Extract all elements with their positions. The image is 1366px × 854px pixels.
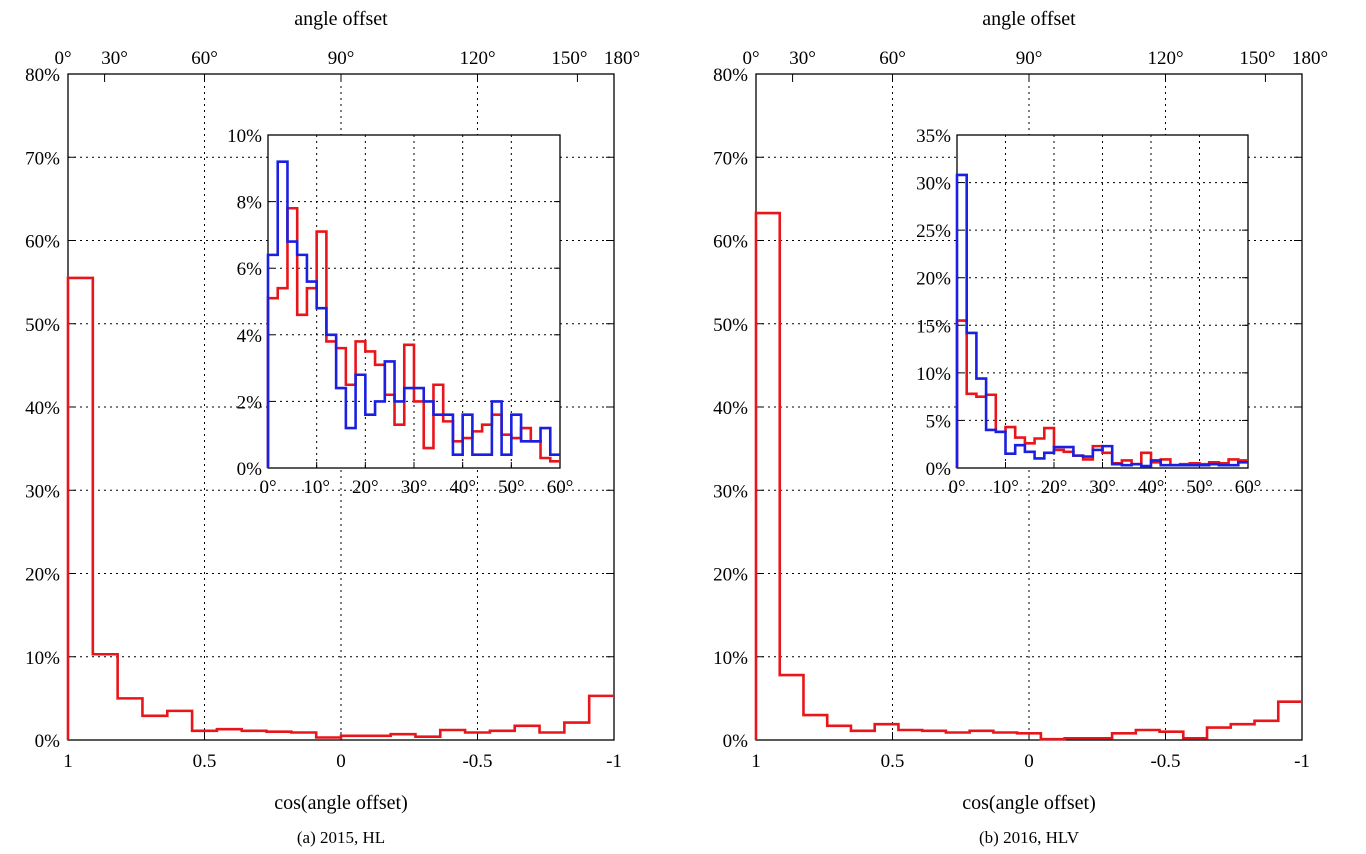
y-tick-label: 70% [25, 148, 60, 169]
y-tick-label: 70% [713, 148, 748, 169]
x-tick-label: -1 [1294, 751, 1310, 772]
inset-chart: 0% 5% 10% 15% 20% 25% 30% 35% 0° 10° 20° 30° 40° 50° 6… [916, 126, 1261, 498]
top-tick-label: 60° [879, 48, 906, 69]
top-tick-label: 120° [459, 48, 495, 69]
y-tick-label: 0% [723, 731, 749, 752]
inset-x-tick-label: 60° [1235, 477, 1262, 498]
top-tick-label: 150° [1239, 48, 1275, 69]
inset-y-tick-label: 30% [916, 174, 951, 195]
y-tick-label: 60% [25, 232, 60, 253]
inset-series-blue-histogram [266, 160, 560, 468]
inset-y-tick-label: 0% [237, 459, 263, 480]
x-axis-label: cos(angle offset) [274, 792, 407, 814]
y-tick-label: 20% [25, 565, 60, 586]
panel-caption: (a) 2015, HL [297, 828, 385, 847]
top-tick-label: 30° [101, 48, 128, 69]
inset-y-tick-label: 4% [237, 326, 263, 347]
y-tick-label: 10% [713, 648, 748, 669]
top-tick-label: 90° [328, 48, 355, 69]
inset-chart: 0% 2% 4% 6% 8% 10% 0° 10° 20° 30° 40° 50° 60° [227, 126, 573, 498]
inset-x-tick-label: 50° [498, 477, 525, 498]
y-tick-label: 0% [35, 731, 61, 752]
x-tick-label: 0.5 [881, 751, 905, 772]
top-tick-label: 120° [1147, 48, 1183, 69]
inset-x-tick-label: 0° [259, 477, 276, 498]
top-tick-label: 0° [54, 48, 71, 69]
x-tick-label: -1 [606, 751, 622, 772]
inset-x-tick-label: 40° [449, 477, 476, 498]
inset-y-tick-label: 20% [916, 269, 951, 290]
inset-x-tick-label: 20° [1041, 477, 1068, 498]
inset-y-tick-label: 35% [916, 126, 951, 147]
y-tick-label: 30% [25, 481, 60, 502]
x-tick-label: 0.5 [193, 751, 217, 772]
x-tick-label: 1 [63, 751, 73, 772]
y-tick-label: 80% [25, 65, 60, 86]
x-axis-label-top: angle offset [982, 8, 1076, 30]
inset-y-tick-label: 5% [926, 411, 952, 432]
y-tick-label: 20% [713, 565, 748, 586]
top-tick-label: 60° [191, 48, 218, 69]
inset-x-tick-label: 20° [352, 477, 379, 498]
inset-y-tick-label: 25% [916, 221, 951, 242]
panel-caption: (b) 2016, HLV [979, 828, 1080, 847]
inset-x-tick-label: 60° [547, 477, 574, 498]
inset-y-tick-label: 8% [237, 193, 263, 214]
y-tick-label: 40% [25, 398, 60, 419]
y-tick-label: 50% [713, 315, 748, 336]
top-tick-label: 0° [742, 48, 759, 69]
inset-x-tick-label: 10° [303, 477, 330, 498]
y-tick-label: 10% [25, 648, 60, 669]
top-tick-label: 150° [551, 48, 587, 69]
inset-y-tick-label: 10% [916, 364, 951, 385]
inset-x-tick-label: 10° [992, 477, 1019, 498]
top-tick-label: 90° [1016, 48, 1043, 69]
panel-a-histogram: 0% 10% 20% 30% 40% 50% 60% 70% 80% 1 0.5 0 -0.5 -1 0° 3… [25, 8, 640, 847]
x-tick-label: -0.5 [462, 751, 492, 772]
inset-series-blue-histogram [955, 173, 1248, 468]
y-tick-label: 30% [713, 481, 748, 502]
inset-y-tick-label: 0% [926, 459, 952, 480]
x-tick-label: 1 [751, 751, 761, 772]
top-tick-label: 180° [604, 48, 640, 69]
inset-x-tick-label: 50° [1186, 477, 1213, 498]
y-tick-label: 80% [713, 65, 748, 86]
inset-y-tick-label: 2% [237, 392, 263, 413]
panel-b-histogram: 0% 10% 20% 30% 40% 50% 60% 70% 80% 1 0.5 0 -0.5 -1 0° 3… [713, 8, 1328, 847]
y-tick-label: 40% [713, 398, 748, 419]
x-axis-label-top: angle offset [294, 8, 388, 30]
inset-y-tick-label: 10% [227, 126, 262, 147]
inset-y-tick-label: 15% [916, 316, 951, 337]
inset-x-tick-label: 0° [948, 477, 965, 498]
y-tick-label: 60% [713, 232, 748, 253]
series-red-histogram [754, 211, 1302, 741]
series-red-histogram [66, 276, 614, 740]
inset-y-tick-label: 6% [237, 259, 263, 280]
inset-x-tick-label: 30° [401, 477, 428, 498]
top-tick-label: 30° [789, 48, 816, 69]
x-tick-label: 0 [1024, 751, 1034, 772]
y-tick-label: 50% [25, 315, 60, 336]
inset-x-tick-label: 30° [1089, 477, 1116, 498]
x-tick-label: -0.5 [1150, 751, 1180, 772]
inset-x-tick-label: 40° [1138, 477, 1165, 498]
x-tick-label: 0 [336, 751, 346, 772]
x-axis-label: cos(angle offset) [962, 792, 1095, 814]
top-tick-label: 180° [1292, 48, 1328, 69]
